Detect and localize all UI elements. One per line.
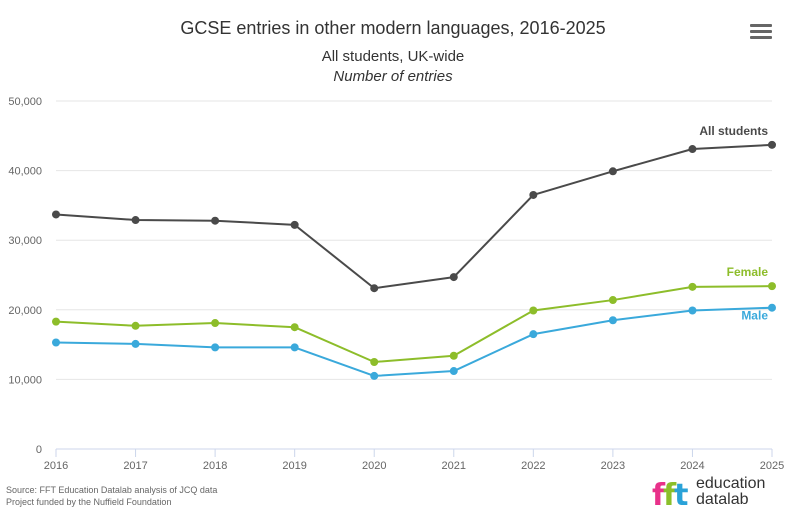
series-label-all-students: All students <box>699 124 768 138</box>
data-point-all-students[interactable] <box>768 140 776 149</box>
source-line: Project funded by the Nuffield Foundatio… <box>6 497 172 507</box>
y-tick-label: 20,000 <box>8 305 42 317</box>
x-tick-label: 2022 <box>521 460 545 472</box>
x-tick-label: 2016 <box>44 460 68 472</box>
x-axis: 2016 2017 2018 2019 2020 2021 2022 2023 2024 2025 <box>44 448 784 472</box>
series-line-male <box>55 306 773 377</box>
series-group: All students Female Male <box>52 124 776 380</box>
x-tick-label: 2021 <box>442 460 466 472</box>
data-point-male[interactable] <box>449 367 458 376</box>
data-point-male[interactable] <box>608 316 617 325</box>
logo-word-lab: lab <box>727 491 749 508</box>
data-point-male[interactable] <box>688 306 697 315</box>
hamburger-icon[interactable] <box>750 24 772 42</box>
chart-note: Number of entries <box>333 68 453 85</box>
data-point-female[interactable] <box>211 319 220 328</box>
series-line-all-students <box>55 143 773 290</box>
data-point-male[interactable] <box>370 371 379 380</box>
data-point-female[interactable] <box>688 282 697 291</box>
source-line: Source: FFT Education Datalab analysis o… <box>6 485 218 495</box>
data-point-all-students[interactable] <box>688 145 697 154</box>
series-label-male: Male <box>741 309 768 323</box>
data-point-all-students[interactable] <box>290 220 299 229</box>
data-point-all-students[interactable] <box>52 210 60 219</box>
data-point-male[interactable] <box>131 339 140 348</box>
chart-subtitle: All students, UK-wide <box>321 48 465 65</box>
chart-title: GCSE entries in other modern languages, … <box>180 18 606 38</box>
logo-mark: fft <box>652 478 689 513</box>
x-tick-label: 2017 <box>123 460 147 472</box>
data-point-female[interactable] <box>290 323 299 332</box>
y-tick-label: 0 <box>36 444 42 456</box>
data-point-all-students[interactable] <box>449 273 458 282</box>
data-point-female[interactable] <box>370 358 379 366</box>
x-tick-label: 2019 <box>282 460 306 472</box>
data-point-all-students[interactable] <box>370 284 379 293</box>
data-point-male[interactable] <box>211 343 220 352</box>
data-point-all-students[interactable] <box>608 167 617 176</box>
x-tick-label: 2024 <box>680 460 704 472</box>
data-point-all-students[interactable] <box>131 216 140 225</box>
source-note: Source: FFT Education Datalab analysis o… <box>6 484 217 508</box>
y-tick-label: 40,000 <box>8 166 42 178</box>
data-point-female[interactable] <box>529 306 538 315</box>
y-axis: 0 10,000 20,000 30,000 40,000 50,000 <box>8 96 42 456</box>
data-point-male[interactable] <box>290 343 299 352</box>
data-point-female[interactable] <box>131 321 140 330</box>
data-point-male[interactable] <box>529 330 538 339</box>
y-tick-label: 50,000 <box>8 96 42 108</box>
series-label-female: Female <box>727 265 769 279</box>
data-point-female[interactable] <box>449 351 458 360</box>
data-point-male[interactable] <box>768 303 776 312</box>
data-point-female[interactable] <box>768 282 776 291</box>
logo-word-line1: education <box>696 475 766 492</box>
data-point-female[interactable] <box>608 296 617 305</box>
fft-logo: fft education datalab <box>652 475 782 514</box>
y-tick-label: 30,000 <box>8 235 42 247</box>
gridlines <box>56 100 772 380</box>
logo-word-data: data <box>696 491 728 508</box>
x-tick-label: 2023 <box>601 460 625 472</box>
y-tick-label: 10,000 <box>8 374 42 386</box>
series-line-female <box>55 285 773 363</box>
data-point-all-students[interactable] <box>529 190 538 199</box>
data-point-female[interactable] <box>52 317 60 326</box>
x-tick-label: 2018 <box>203 460 227 472</box>
x-tick-label: 2025 <box>760 460 784 472</box>
data-point-male[interactable] <box>52 338 60 347</box>
data-point-all-students[interactable] <box>211 216 220 225</box>
x-tick-label: 2020 <box>362 460 386 472</box>
